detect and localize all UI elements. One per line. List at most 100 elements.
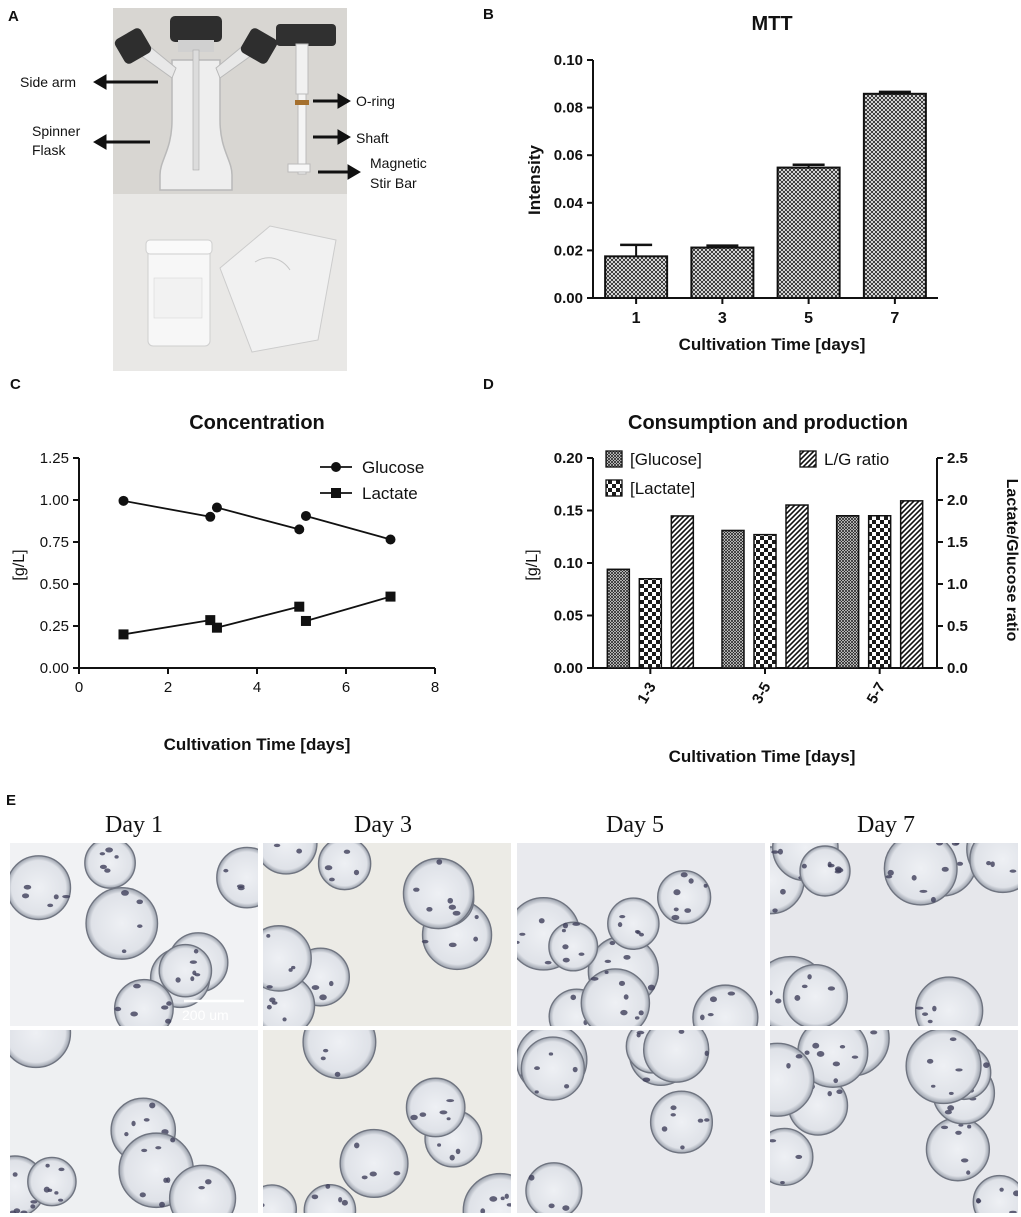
cell-dot xyxy=(777,848,783,855)
bead xyxy=(10,855,72,921)
cell-dot xyxy=(956,861,964,866)
cell-dot xyxy=(439,1110,448,1115)
bead xyxy=(969,843,1018,894)
cell-dot xyxy=(361,1175,368,1180)
bead xyxy=(925,1117,991,1182)
cell-dot xyxy=(697,1118,704,1123)
cell-dot xyxy=(835,867,844,873)
bead xyxy=(158,943,213,998)
cell-dot xyxy=(795,1054,803,1059)
chart-d-y-tick-label: 0.00 xyxy=(554,660,583,677)
panel-letter-b: B xyxy=(483,6,494,23)
cell-dot xyxy=(770,990,773,996)
bead xyxy=(263,1184,298,1213)
cell-dot xyxy=(0,1180,3,1185)
cell-dot xyxy=(911,875,917,881)
chart-c-x-tick-label: 2 xyxy=(164,679,172,696)
cell-dot xyxy=(816,1051,825,1057)
cell-dot xyxy=(436,859,443,865)
cell-dot xyxy=(932,1005,937,1012)
cell-dot xyxy=(23,884,32,890)
chart-c-series-line xyxy=(305,595,391,622)
label-side-arm: Side arm xyxy=(20,74,76,90)
cell-dot xyxy=(500,1196,505,1201)
cell-dot xyxy=(544,960,552,965)
scale-bar: 200 um xyxy=(182,999,244,1023)
cell-dot xyxy=(780,1180,785,1185)
chart-d-y-tick-label: 0.05 xyxy=(554,608,583,625)
cell-dot xyxy=(919,889,928,893)
chart-c-y-tick-label: 0.00 xyxy=(40,660,69,677)
cell-dot xyxy=(141,1148,148,1153)
bead xyxy=(525,1162,583,1213)
micrograph-tile xyxy=(0,1030,258,1213)
cell-dot xyxy=(617,922,623,928)
panel-a-arrows xyxy=(93,74,361,180)
bead xyxy=(402,857,475,930)
cell-dot xyxy=(329,980,334,987)
cell-dot xyxy=(452,910,461,916)
cell-dot xyxy=(449,1154,455,1161)
cell-dot xyxy=(673,907,679,912)
chart-b-x-label: Cultivation Time [days] xyxy=(679,335,866,354)
bead xyxy=(607,897,660,950)
chart-d-y2-tick-label: 1.0 xyxy=(947,576,968,593)
cell-dot xyxy=(671,914,680,921)
cell-dot xyxy=(827,861,832,868)
cell-dot xyxy=(926,1058,934,1064)
cell-dot xyxy=(53,894,59,900)
cell-dot xyxy=(801,984,808,989)
cell-dot xyxy=(922,1012,929,1016)
bead xyxy=(303,1183,357,1213)
cell-dot xyxy=(944,1109,952,1115)
bead xyxy=(405,1077,466,1138)
bead xyxy=(263,925,312,992)
cell-dot xyxy=(480,1208,486,1213)
bead xyxy=(580,968,651,1026)
cell-dot xyxy=(948,1091,954,1095)
cell-dot xyxy=(124,1131,129,1137)
day-label-3: Day 3 xyxy=(354,812,412,838)
cell-dot xyxy=(925,830,930,835)
chart-d-bar xyxy=(638,578,663,669)
chart-c-y-label: [g/L] xyxy=(11,549,28,580)
bead xyxy=(799,845,851,897)
micrograph-tile xyxy=(263,1030,511,1213)
cell-dot xyxy=(54,1191,59,1195)
cell-dot xyxy=(1009,869,1017,873)
cell-dot xyxy=(175,977,181,983)
cell-dot xyxy=(562,922,569,929)
cell-dot xyxy=(707,1013,714,1017)
cell-dot xyxy=(618,980,626,986)
chart-b-y-tick-label: 0.04 xyxy=(554,195,584,212)
cell-dot xyxy=(534,1090,539,1094)
cell-dot xyxy=(670,1105,677,1111)
cell-dot xyxy=(446,1117,451,1121)
cell-dot xyxy=(21,893,30,899)
cell-dot xyxy=(130,1011,138,1017)
cell-dot xyxy=(13,1208,21,1213)
cell-dot xyxy=(105,847,113,853)
chart-c-point-lactate xyxy=(294,601,305,612)
cell-dot xyxy=(517,940,520,944)
cell-dot xyxy=(446,1099,455,1103)
cell-dot xyxy=(328,877,335,882)
cell-dot xyxy=(930,896,936,903)
chart-d-bar xyxy=(753,533,777,669)
cell-dot xyxy=(320,1056,326,1061)
cell-dot xyxy=(504,1193,509,1199)
chart-d-bar xyxy=(899,500,924,669)
cell-dot xyxy=(528,1174,535,1181)
cell-dot xyxy=(955,1068,963,1072)
cell-dot xyxy=(136,899,144,905)
cell-dot xyxy=(572,922,580,926)
cell-dot xyxy=(967,1124,972,1129)
day-label-7: Day 7 xyxy=(857,812,915,838)
cell-dot xyxy=(273,843,281,848)
chart-b-y-tick-label: 0.02 xyxy=(554,242,583,259)
bead xyxy=(520,1036,585,1101)
cell-dot xyxy=(609,941,616,946)
chart-b-y-label: Intensity xyxy=(525,145,544,215)
cell-dot xyxy=(137,924,143,928)
